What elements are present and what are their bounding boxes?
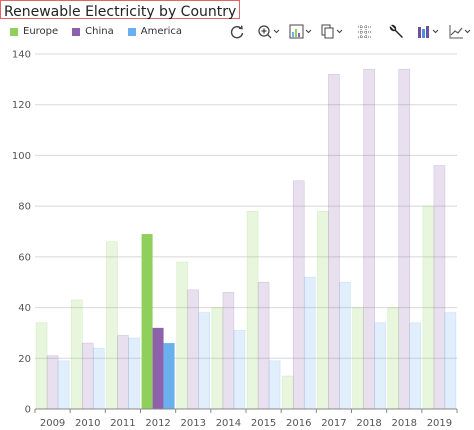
legend-swatch-europe [10, 27, 18, 36]
bar-china-2015 [257, 281, 270, 410]
legend: Europe China America [10, 26, 182, 37]
bar-china-2013 [187, 289, 200, 410]
x-tick-label: 2016 [286, 418, 311, 429]
bar-america-2019 [444, 312, 457, 410]
bar-america-2017 [339, 281, 351, 410]
bar-china-2016 [292, 180, 305, 410]
x-tick-label: 2015 [251, 418, 276, 429]
chart-toolbar [224, 22, 474, 42]
bar-america-2009 [57, 360, 70, 410]
y-tick-label: 60 [18, 252, 31, 263]
grid-icon[interactable] [352, 22, 378, 42]
chart-type-icon[interactable] [288, 22, 314, 42]
bar-europe-2009 [35, 322, 48, 410]
y-tick-label: 140 [12, 50, 31, 61]
bar-china-2017 [328, 73, 340, 410]
bar-america-2012 [163, 343, 175, 409]
bar-china-2012 [152, 327, 164, 409]
line-chart-icon[interactable] [448, 22, 474, 42]
y-tick-label: 40 [18, 303, 31, 314]
y-tick-label: 0 [25, 405, 31, 416]
legend-item-china[interactable]: China [72, 26, 114, 37]
y-tick-label: 100 [12, 151, 31, 162]
chart-title-text: Renewable Electricity by Country [4, 4, 237, 20]
x-tick-label: 2013 [181, 418, 206, 429]
bar-america-2014 [233, 330, 246, 410]
y-tick-label: 120 [12, 100, 31, 111]
bar-america-2011 [128, 337, 140, 410]
bar-europe-2010 [70, 299, 83, 410]
bar-america-2013 [198, 312, 211, 410]
x-tick-label: 2018 [392, 418, 417, 429]
bar-china-2011 [117, 335, 129, 410]
bar-europe-2017 [317, 210, 329, 410]
y-tick-label: 20 [18, 354, 31, 365]
bar-europe-2018 [352, 307, 364, 410]
legend-item-europe[interactable]: Europe [10, 26, 58, 37]
bar-europe-2011 [106, 241, 118, 410]
bar-china-2014 [222, 292, 235, 410]
bar-chart-icon[interactable] [416, 22, 442, 42]
bar-america-2015 [268, 360, 281, 410]
copy-icon[interactable] [320, 22, 346, 42]
bar-europe-2013 [176, 261, 189, 410]
legend-label-europe: Europe [23, 26, 59, 37]
bar-europe-2018 [387, 307, 400, 410]
x-tick-label: 2012 [145, 418, 170, 429]
bar-china-2019 [433, 165, 446, 410]
bar-europe-2016 [281, 375, 294, 410]
legend-swatch-china [72, 27, 81, 36]
x-tick-label: 2011 [110, 418, 135, 429]
bar-china-2009 [46, 355, 59, 410]
bar-china-2018 [363, 68, 375, 410]
bar-america-2018 [409, 322, 422, 410]
bar-china-2018 [398, 68, 411, 410]
bar-europe-2012 [141, 234, 153, 409]
x-tick-label: 2014 [216, 418, 241, 429]
x-tick-label: 2017 [321, 418, 346, 429]
wrench-icon[interactable] [384, 22, 410, 42]
legend-swatch-america [127, 27, 136, 36]
bar-america-2016 [303, 276, 316, 410]
y-tick-label: 80 [18, 202, 31, 213]
bar-america-2010 [92, 347, 105, 410]
bar-europe-2019 [422, 205, 435, 410]
x-tick-label: 2018 [356, 418, 381, 429]
bar-america-2018 [374, 322, 386, 410]
x-tick-label: 2009 [40, 418, 65, 429]
x-tick-label: 2019 [427, 418, 452, 429]
legend-label-america: America [140, 26, 182, 37]
bar-europe-2015 [246, 210, 259, 410]
x-tick-label: 2010 [75, 418, 100, 429]
bar-china-2010 [81, 342, 94, 410]
bar-europe-2014 [211, 307, 224, 410]
refresh-icon[interactable] [224, 22, 250, 42]
legend-item-america[interactable]: America [127, 26, 182, 37]
legend-label-china: China [85, 26, 114, 37]
chart-title: Renewable Electricity by Country [0, 0, 241, 20]
zoom-in-icon[interactable] [256, 22, 282, 42]
